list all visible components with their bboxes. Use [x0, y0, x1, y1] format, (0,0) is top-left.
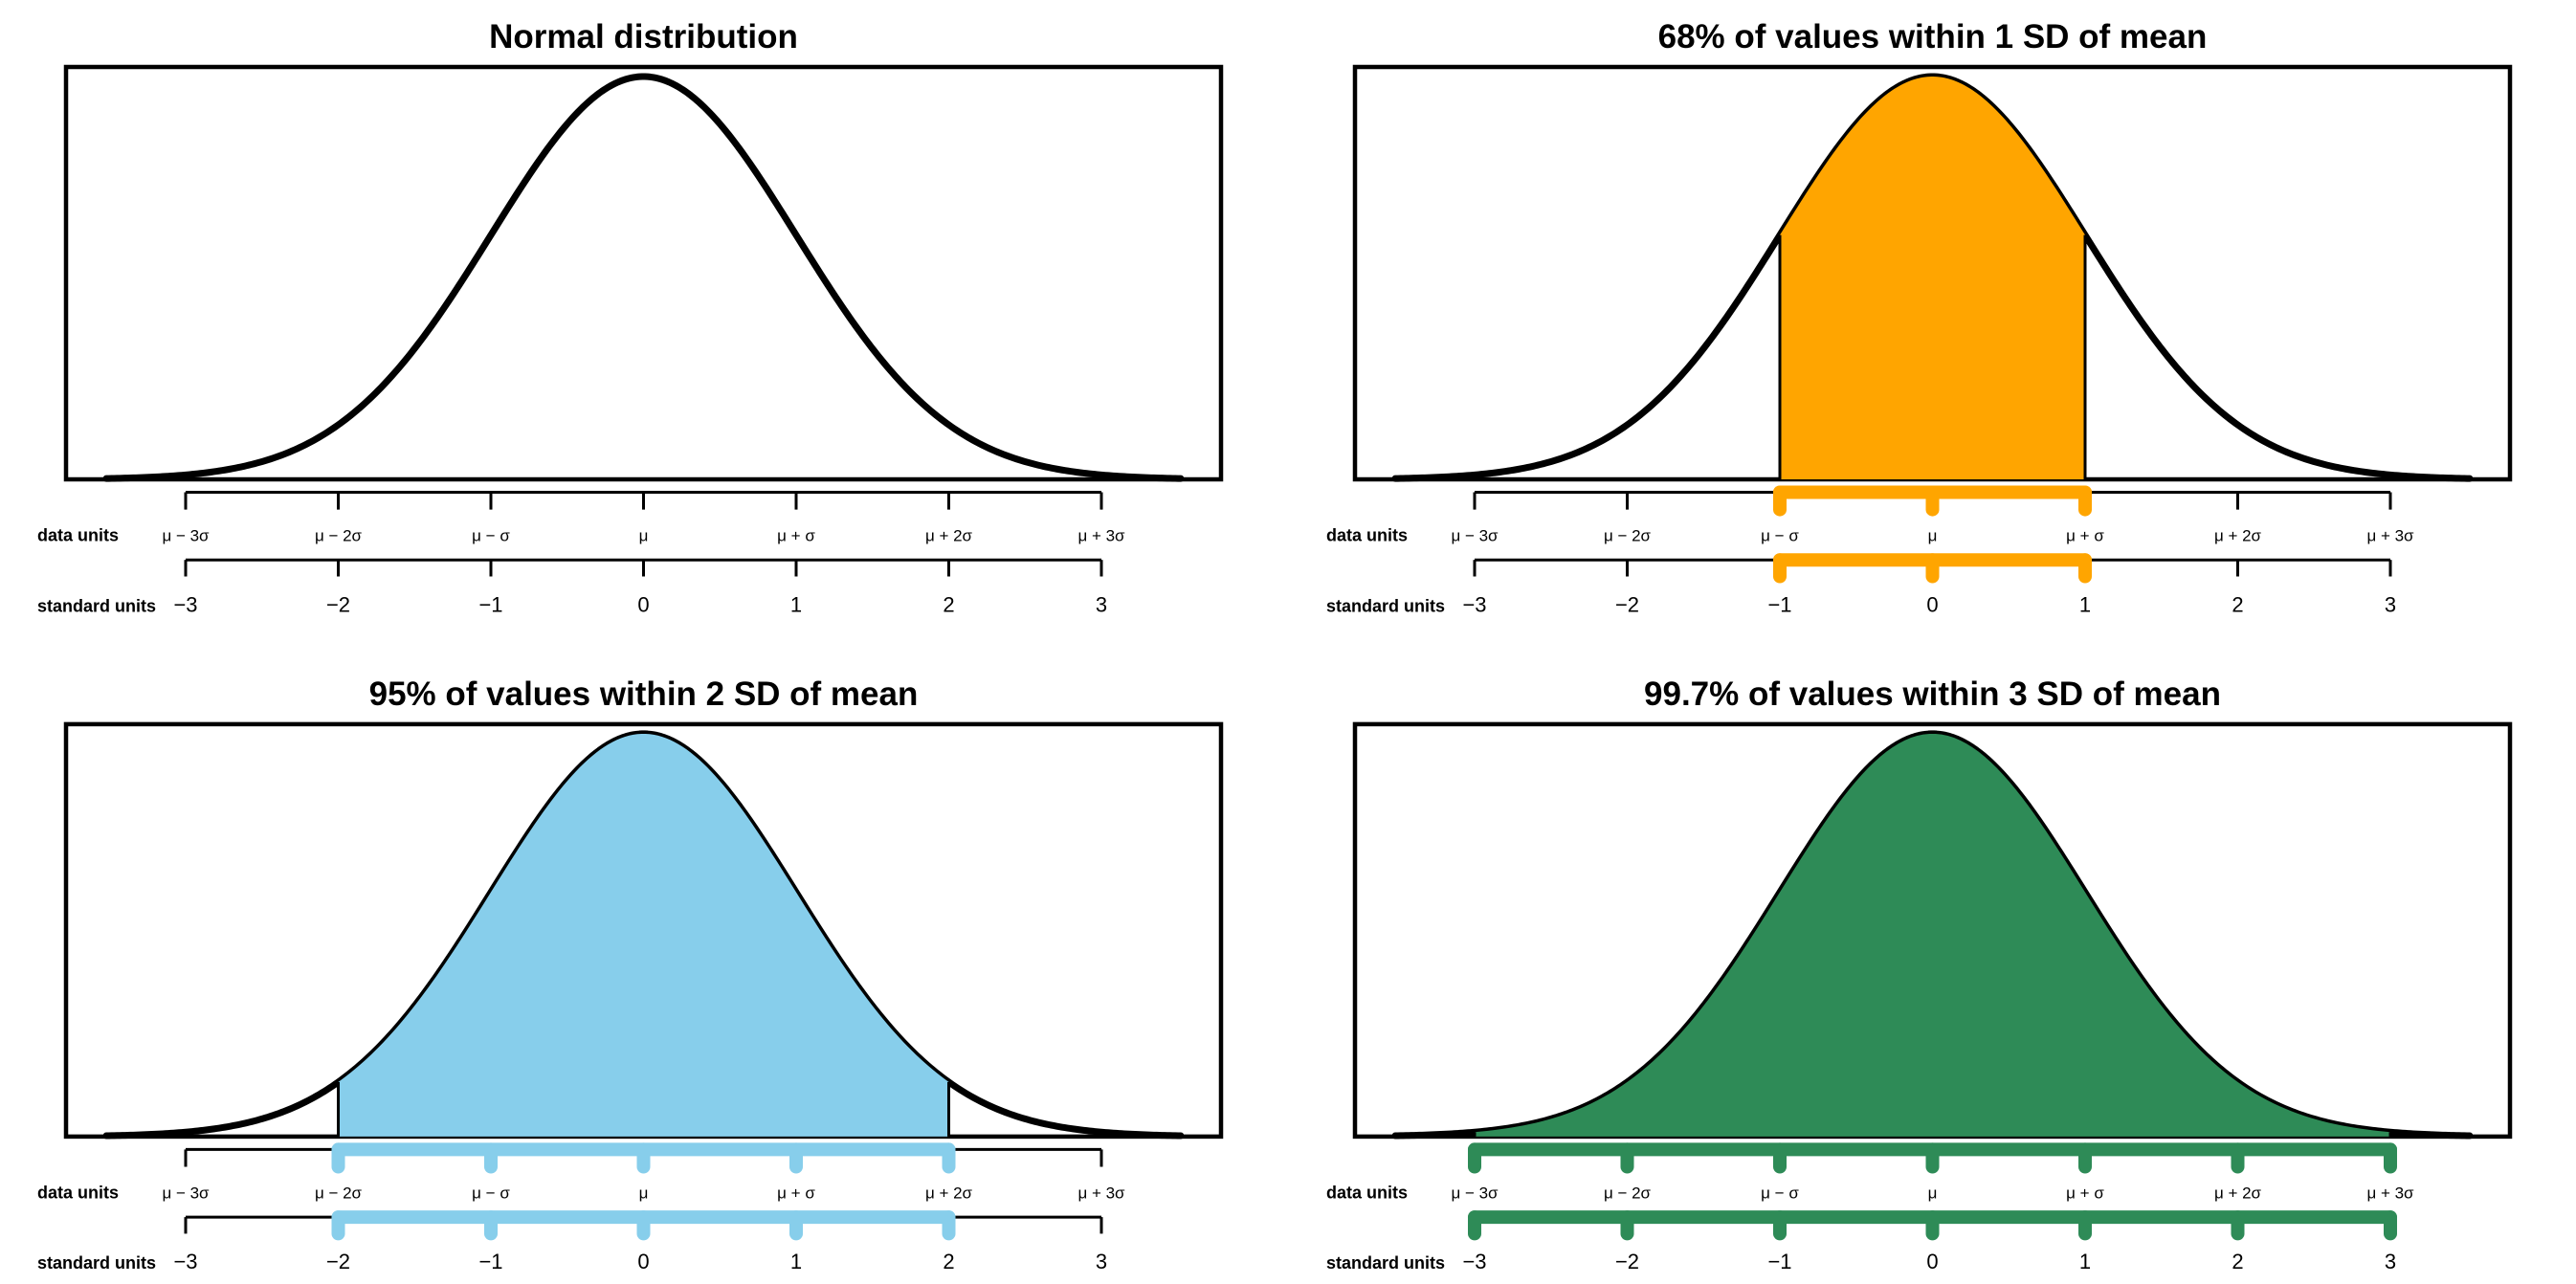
- svg-text:1: 1: [790, 592, 802, 616]
- svg-text:μ − σ: μ − σ: [472, 1184, 510, 1203]
- svg-text:μ − 3σ: μ − 3σ: [162, 1184, 210, 1203]
- svg-text:μ − 2σ: μ − 2σ: [315, 527, 363, 545]
- svg-text:μ + σ: μ + σ: [2066, 1184, 2104, 1203]
- svg-text:0: 0: [1926, 592, 1938, 616]
- svg-text:3: 3: [2385, 1250, 2396, 1273]
- svg-text:standard units: standard units: [1326, 596, 1445, 615]
- svg-text:1: 1: [2079, 592, 2091, 616]
- svg-text:μ − σ: μ − σ: [472, 527, 510, 545]
- svg-text:μ − 2σ: μ − 2σ: [1604, 527, 1652, 545]
- svg-text:μ + σ: μ + σ: [777, 1184, 815, 1203]
- svg-text:3: 3: [1096, 592, 1107, 616]
- svg-text:2: 2: [2232, 1250, 2243, 1273]
- svg-text:μ − 2σ: μ − 2σ: [1604, 1184, 1652, 1203]
- svg-text:data units: data units: [1326, 1184, 1408, 1203]
- svg-text:Normal distribution: Normal distribution: [489, 18, 798, 55]
- svg-text:μ: μ: [1928, 1184, 1938, 1203]
- svg-text:μ: μ: [639, 1184, 649, 1203]
- svg-text:μ: μ: [1928, 527, 1938, 545]
- svg-text:μ + σ: μ + σ: [777, 527, 815, 545]
- svg-text:μ − σ: μ − σ: [1761, 1184, 1799, 1203]
- svg-text:μ − 2σ: μ − 2σ: [315, 1184, 363, 1203]
- svg-text:μ + 2σ: μ + 2σ: [925, 1184, 973, 1203]
- svg-text:μ + 3σ: μ + 3σ: [1077, 1184, 1125, 1203]
- svg-text:data units: data units: [37, 1184, 119, 1203]
- svg-text:μ − 3σ: μ − 3σ: [1451, 527, 1499, 545]
- svg-text:μ + σ: μ + σ: [2066, 527, 2104, 545]
- svg-text:3: 3: [1096, 1250, 1107, 1273]
- svg-text:99.7% of values within 3 SD of: 99.7% of values within 3 SD of mean: [1644, 675, 2221, 713]
- svg-text:−2: −2: [1615, 592, 1639, 616]
- svg-text:μ + 3σ: μ + 3σ: [1077, 527, 1125, 545]
- svg-text:3: 3: [2385, 592, 2396, 616]
- svg-text:μ + 3σ: μ + 3σ: [2366, 527, 2414, 545]
- svg-text:1: 1: [2079, 1250, 2091, 1273]
- svg-text:standard units: standard units: [1326, 1253, 1445, 1273]
- svg-text:68% of values within 1 SD of m: 68% of values within 1 SD of mean: [1658, 18, 2208, 55]
- svg-text:0: 0: [637, 592, 649, 616]
- svg-text:−2: −2: [1615, 1250, 1639, 1273]
- svg-text:μ − σ: μ − σ: [1761, 527, 1799, 545]
- svg-text:−2: −2: [326, 1250, 350, 1273]
- svg-text:2: 2: [2232, 592, 2243, 616]
- svg-text:data units: data units: [37, 526, 119, 545]
- svg-text:0: 0: [1926, 1250, 1938, 1273]
- svg-text:μ + 2σ: μ + 2σ: [925, 527, 973, 545]
- svg-text:μ + 2σ: μ + 2σ: [2214, 1184, 2262, 1203]
- svg-text:−1: −1: [478, 592, 502, 616]
- svg-text:2: 2: [943, 592, 954, 616]
- svg-text:standard units: standard units: [37, 596, 156, 615]
- svg-text:μ − 3σ: μ − 3σ: [162, 527, 210, 545]
- svg-text:−2: −2: [326, 592, 350, 616]
- svg-text:−3: −3: [1462, 592, 1486, 616]
- svg-text:−1: −1: [1767, 1250, 1791, 1273]
- svg-text:μ + 3σ: μ + 3σ: [2366, 1184, 2414, 1203]
- svg-text:−3: −3: [1462, 1250, 1486, 1273]
- svg-text:−1: −1: [1767, 592, 1791, 616]
- svg-text:data units: data units: [1326, 526, 1408, 545]
- svg-text:95% of values within 2 SD of m: 95% of values within 2 SD of mean: [369, 675, 919, 713]
- svg-text:−3: −3: [173, 1250, 197, 1273]
- svg-text:μ − 3σ: μ − 3σ: [1451, 1184, 1499, 1203]
- svg-text:μ + 2σ: μ + 2σ: [2214, 527, 2262, 545]
- svg-text:1: 1: [790, 1250, 802, 1273]
- svg-text:2: 2: [943, 1250, 954, 1273]
- svg-text:μ: μ: [639, 527, 649, 545]
- svg-text:0: 0: [637, 1250, 649, 1273]
- svg-text:standard units: standard units: [37, 1253, 156, 1273]
- svg-text:−3: −3: [173, 592, 197, 616]
- svg-text:−1: −1: [478, 1250, 502, 1273]
